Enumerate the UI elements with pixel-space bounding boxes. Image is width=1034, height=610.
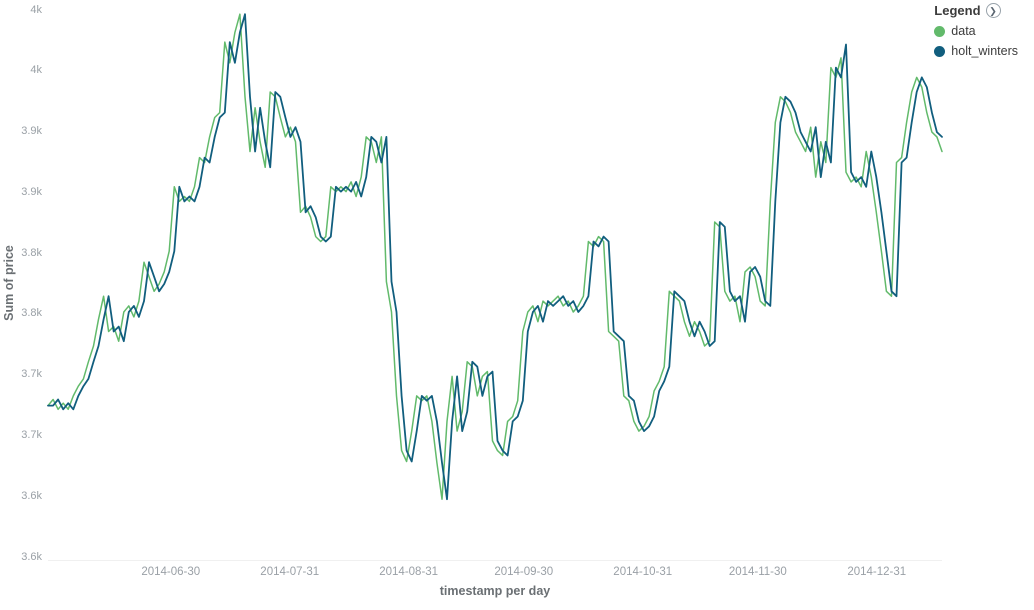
data-series-line (47, 13, 943, 500)
legend-swatch-icon (934, 45, 946, 57)
legend-panel: Legend ❯ data holt_winters (934, 3, 1018, 64)
legend-item-label: data (951, 24, 976, 38)
y-tick-label: 4k (30, 64, 42, 77)
y-tick-label: 3.6k (21, 489, 42, 502)
x-tick-label: 2014-12-31 (847, 566, 907, 578)
legend-item-label: holt_winters (951, 44, 1018, 58)
y-tick-label: 3.9k (21, 185, 42, 198)
x-tick-label: 2014-06-30 (141, 566, 201, 578)
x-tick-label: 2014-07-31 (260, 566, 320, 578)
x-tick-label: 2014-08-31 (379, 566, 439, 578)
legend-item-holt_winters[interactable]: holt_winters (934, 44, 1018, 58)
legend-items: data holt_winters (934, 24, 1018, 58)
y-tick-label: 3.7k (21, 429, 42, 441)
chevron-right-icon: ❯ (989, 5, 997, 16)
y-tick-label: 3.9k (21, 125, 42, 138)
legend-title: Legend (934, 3, 981, 18)
y-tick-label: 4k (30, 3, 42, 16)
y-tick-label: 3.8k (21, 307, 42, 320)
holt_winters-series-line (47, 13, 943, 501)
legend-item-data[interactable]: data (934, 24, 1018, 38)
y-tick-label: 3.7k (21, 368, 42, 381)
x-tick-label: 2014-10-31 (613, 566, 673, 578)
y-axis-title: Sum of price (2, 245, 16, 321)
x-axis-line (48, 560, 942, 561)
legend-header: Legend ❯ (934, 3, 1018, 18)
x-tick-label: 2014-09-30 (494, 566, 554, 578)
x-tick-label: 2014-11-30 (728, 566, 787, 578)
legend-swatch-icon (934, 25, 946, 37)
y-tick-label: 3.6k (21, 550, 42, 563)
y-tick-label: 3.8k (21, 246, 42, 259)
x-axis-title: timestamp per day (439, 584, 551, 598)
legend-toggle-button[interactable]: ❯ (985, 3, 1001, 18)
